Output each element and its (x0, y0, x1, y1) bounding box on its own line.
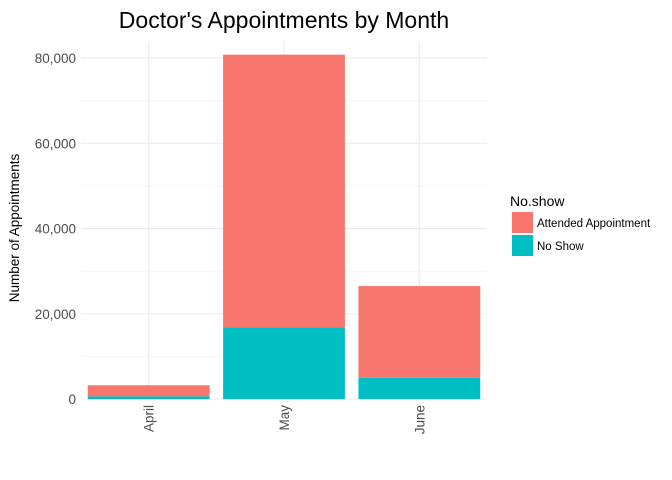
legend-title: No.show (510, 193, 565, 209)
x-tick-label: June (412, 405, 427, 434)
y-axis-ticks: 0 20,000 40,000 60,000 80,000 (35, 51, 76, 407)
legend: No.show Attended Appointment No Show (510, 193, 651, 256)
x-tick-label: May (277, 405, 292, 431)
legend-label: No Show (537, 241, 584, 253)
legend-label: Attended Appointment (537, 218, 651, 230)
y-tick-label: 40,000 (35, 222, 76, 237)
y-tick-label: 20,000 (35, 307, 76, 322)
bar-april-attended-appointment (87, 385, 210, 397)
legend-entries: Attended Appointment No Show (512, 212, 651, 256)
y-axis-title: Number of Appointments (7, 153, 22, 302)
x-tick-label: April (142, 405, 157, 432)
bar-may-attended-appointment (223, 54, 345, 328)
bar-april-no-show (87, 396, 210, 399)
legend-swatch (512, 235, 533, 256)
bar-june-attended-appointment (358, 286, 481, 378)
y-tick-label: 80,000 (35, 51, 76, 66)
y-tick-label: 0 (68, 392, 76, 407)
x-axis-ticks: April May June (142, 405, 428, 435)
y-tick-label: 60,000 (35, 136, 76, 151)
bars (87, 54, 481, 399)
legend-swatch (512, 212, 533, 233)
bar-may-no-show (223, 327, 345, 399)
chart-title: Doctor's Appointments by Month (119, 7, 449, 33)
bar-june-no-show (358, 377, 481, 399)
